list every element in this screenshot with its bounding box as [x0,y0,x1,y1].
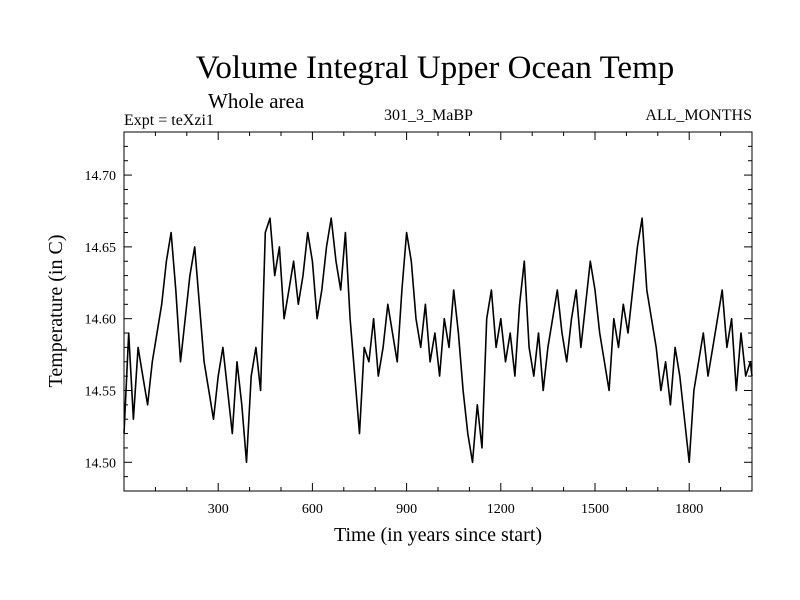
tick-labels: 300 600 900 1200 1500 1800 14.50 14.55 14.60 14.6… [85,169,704,517]
y-tick-label: 14.60 [85,313,117,328]
chart-title: Volume Integral Upper Ocean Temp [195,50,675,86]
x-tick-label: 300 [208,502,229,517]
run-id-label: 301_3_MaBP [384,107,473,124]
series-line-teXzi1 [123,217,753,464]
y-tick-label: 14.50 [85,456,117,471]
x-axis-title: Time (in years since start) [334,524,542,546]
chart-subtitle: Whole area [208,89,305,113]
x-tick-label: 600 [302,502,323,517]
x-tick-label: 1200 [487,502,515,517]
x-tick-label: 1500 [581,502,609,517]
x-tick-label: 900 [396,502,417,517]
x-tick-label: 1800 [675,502,703,517]
months-label: ALL_MONTHS [645,107,752,124]
y-tick-label: 14.70 [85,169,117,184]
y-tick-label: 14.55 [85,384,117,399]
y-axis-title: Temperature (in C) [45,235,67,388]
experiment-label: Expt = teXzi1 [124,112,214,129]
plot-frame [123,131,753,492]
tick-marks [124,131,752,492]
y-tick-label: 14.65 [85,241,117,256]
